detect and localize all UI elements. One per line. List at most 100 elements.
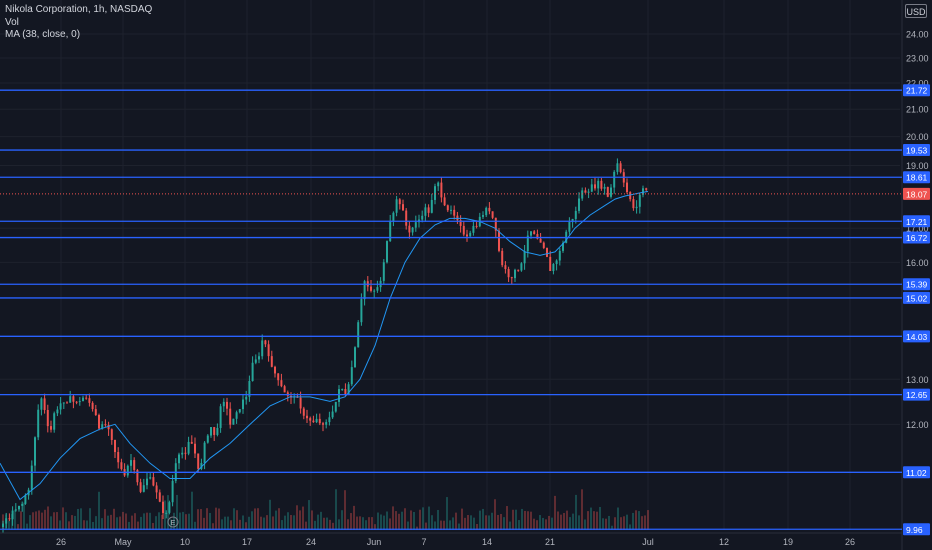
volume-bar <box>593 511 595 530</box>
candle-body <box>459 220 462 226</box>
candle-body <box>264 340 267 345</box>
candle-body <box>101 424 104 429</box>
candle-body <box>21 503 24 506</box>
candle-body <box>411 227 414 233</box>
candle-body <box>430 199 433 213</box>
volume-bar <box>647 510 649 530</box>
price-tick-label: 19.00 <box>906 161 929 171</box>
candle-body <box>56 409 59 414</box>
level-price-label: 12.65 <box>906 390 928 400</box>
volume-bar <box>140 516 142 530</box>
currency-button[interactable]: USD <box>905 4 927 18</box>
volume-bar <box>98 491 100 530</box>
candle-body <box>450 209 452 211</box>
volume-bar <box>194 521 196 530</box>
volume-bar <box>257 508 259 530</box>
volume-bar <box>71 515 73 530</box>
candle-body <box>110 429 113 440</box>
candle-body <box>581 190 584 199</box>
candle-body <box>382 262 385 281</box>
volume-bar <box>305 521 307 530</box>
volume-bar <box>188 513 190 530</box>
candle-body <box>606 187 609 197</box>
candle-body <box>338 389 340 402</box>
price-tick-label: 17.00 <box>906 224 929 234</box>
candle-body <box>203 442 206 463</box>
volume-bar <box>254 508 256 530</box>
volume-bar <box>311 510 313 530</box>
level-price-tag <box>903 330 930 343</box>
volume-bar <box>479 510 481 530</box>
candle-body <box>149 477 152 479</box>
volume-bar <box>167 495 169 530</box>
candle-body <box>510 277 513 279</box>
candle-body <box>181 452 184 455</box>
candle-body <box>251 362 254 382</box>
candle-body <box>446 205 449 211</box>
volume-bar <box>53 512 55 530</box>
candle-body <box>312 420 315 423</box>
volume-bar <box>527 511 529 530</box>
candle-body <box>306 415 308 419</box>
candle-body <box>485 207 488 216</box>
volume-bar <box>212 523 214 530</box>
candle-body <box>158 492 161 502</box>
candle-body <box>245 396 248 400</box>
candle-body <box>533 231 536 235</box>
candle-body <box>280 380 283 387</box>
volume-bar <box>419 509 421 530</box>
candle-body <box>443 197 446 206</box>
volume-bar <box>47 506 49 530</box>
candle-body <box>398 199 401 205</box>
volume-bar <box>314 520 316 530</box>
volume-bar <box>524 510 526 530</box>
volume-bar <box>638 511 640 530</box>
candle-body <box>139 482 142 492</box>
volume-bar <box>404 508 406 530</box>
level-price-tag <box>903 171 930 184</box>
candle-body <box>213 427 216 435</box>
candle-body <box>571 218 574 223</box>
candle-body <box>619 163 622 173</box>
candle-body <box>584 190 587 193</box>
volume-bar <box>101 518 103 530</box>
volume-bar <box>182 511 184 530</box>
volume-bar <box>626 514 628 530</box>
candle-body <box>206 435 209 443</box>
volume-bar <box>326 517 328 530</box>
volume-bar <box>59 520 61 530</box>
volume-bar <box>539 515 541 530</box>
candle-body <box>114 439 116 453</box>
time-tick-label: 24 <box>306 537 316 547</box>
volume-bar <box>185 514 187 530</box>
level-price-label: 21.72 <box>906 86 928 96</box>
level-price-label: 19.53 <box>906 146 928 156</box>
candle-body <box>283 386 286 393</box>
volume-bar <box>179 512 181 530</box>
volume-bar <box>551 517 553 530</box>
candle-body <box>357 322 360 348</box>
level-price-label: 17.21 <box>906 217 928 227</box>
candle-body <box>526 235 529 252</box>
volume-bar <box>134 513 136 530</box>
candle-body <box>274 366 276 374</box>
candle-body <box>552 264 555 272</box>
candle-body <box>325 422 328 425</box>
candle-body <box>238 409 241 413</box>
candle-body <box>504 265 507 270</box>
volume-bar <box>38 510 40 530</box>
volume-bar <box>65 512 67 530</box>
volume-bar <box>293 515 295 530</box>
volume-bar <box>296 505 298 530</box>
candle-body <box>424 207 427 216</box>
volume-bar <box>470 515 472 530</box>
volume-bar <box>317 514 319 530</box>
volume-bar <box>155 516 157 530</box>
volume-bar <box>11 514 13 530</box>
candle-body <box>270 356 273 367</box>
volume-bar <box>263 517 265 530</box>
volume-bar <box>44 509 46 530</box>
volume-bar <box>629 524 631 530</box>
time-tick-label: 21 <box>545 537 555 547</box>
